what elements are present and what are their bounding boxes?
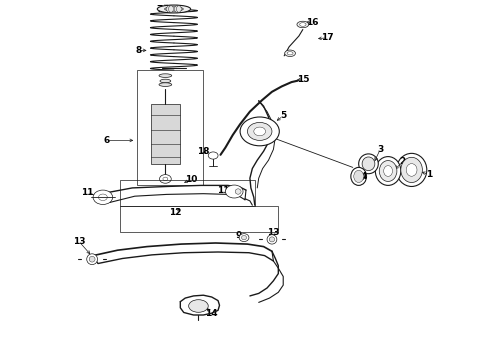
Text: 15: 15: [296, 75, 309, 84]
Text: 4: 4: [360, 172, 367, 181]
Text: 13: 13: [73, 238, 86, 247]
Text: 12: 12: [169, 208, 182, 217]
Text: 9: 9: [236, 231, 243, 240]
Bar: [151, 104, 180, 164]
Text: 11: 11: [81, 188, 94, 197]
Circle shape: [254, 127, 266, 136]
Ellipse shape: [300, 23, 306, 26]
Ellipse shape: [270, 237, 274, 242]
Circle shape: [240, 117, 279, 146]
Text: 17: 17: [321, 33, 334, 42]
Ellipse shape: [375, 157, 401, 185]
Ellipse shape: [160, 79, 171, 83]
Ellipse shape: [384, 166, 392, 176]
Ellipse shape: [354, 170, 364, 183]
Ellipse shape: [165, 7, 183, 11]
Bar: [137, 70, 203, 185]
Ellipse shape: [159, 83, 172, 86]
Bar: [120, 206, 278, 232]
Ellipse shape: [167, 6, 172, 12]
Text: 2: 2: [400, 157, 406, 166]
Ellipse shape: [285, 50, 295, 57]
Ellipse shape: [174, 6, 179, 12]
Ellipse shape: [401, 157, 422, 183]
Ellipse shape: [297, 21, 309, 28]
Text: 6: 6: [104, 136, 110, 145]
Ellipse shape: [287, 52, 293, 55]
Text: 18: 18: [197, 147, 210, 156]
Bar: [120, 180, 255, 206]
Ellipse shape: [87, 254, 98, 265]
Ellipse shape: [235, 189, 241, 194]
Ellipse shape: [359, 154, 378, 174]
Ellipse shape: [379, 161, 397, 181]
Text: 16: 16: [306, 18, 319, 27]
Ellipse shape: [242, 235, 246, 240]
Text: 7: 7: [156, 4, 163, 13]
Circle shape: [98, 194, 107, 201]
Ellipse shape: [169, 6, 173, 12]
Ellipse shape: [362, 157, 375, 171]
Ellipse shape: [89, 256, 95, 262]
Text: 3: 3: [377, 145, 383, 154]
Text: 1: 1: [426, 170, 432, 179]
Circle shape: [93, 190, 113, 204]
Ellipse shape: [406, 163, 417, 176]
Ellipse shape: [176, 6, 181, 12]
Ellipse shape: [157, 5, 191, 13]
Ellipse shape: [239, 234, 249, 242]
Text: 10: 10: [185, 175, 197, 184]
Circle shape: [163, 177, 168, 181]
Ellipse shape: [267, 235, 277, 244]
Text: 13: 13: [267, 228, 280, 237]
Ellipse shape: [351, 167, 367, 185]
Text: 14: 14: [205, 309, 218, 318]
Circle shape: [208, 152, 218, 159]
Circle shape: [225, 185, 243, 198]
Text: 8: 8: [135, 46, 141, 55]
Ellipse shape: [189, 300, 208, 312]
Text: 5: 5: [280, 112, 286, 120]
Circle shape: [247, 122, 272, 140]
Circle shape: [160, 175, 172, 183]
Ellipse shape: [396, 153, 427, 186]
Text: 11: 11: [217, 186, 229, 194]
Ellipse shape: [159, 74, 172, 77]
